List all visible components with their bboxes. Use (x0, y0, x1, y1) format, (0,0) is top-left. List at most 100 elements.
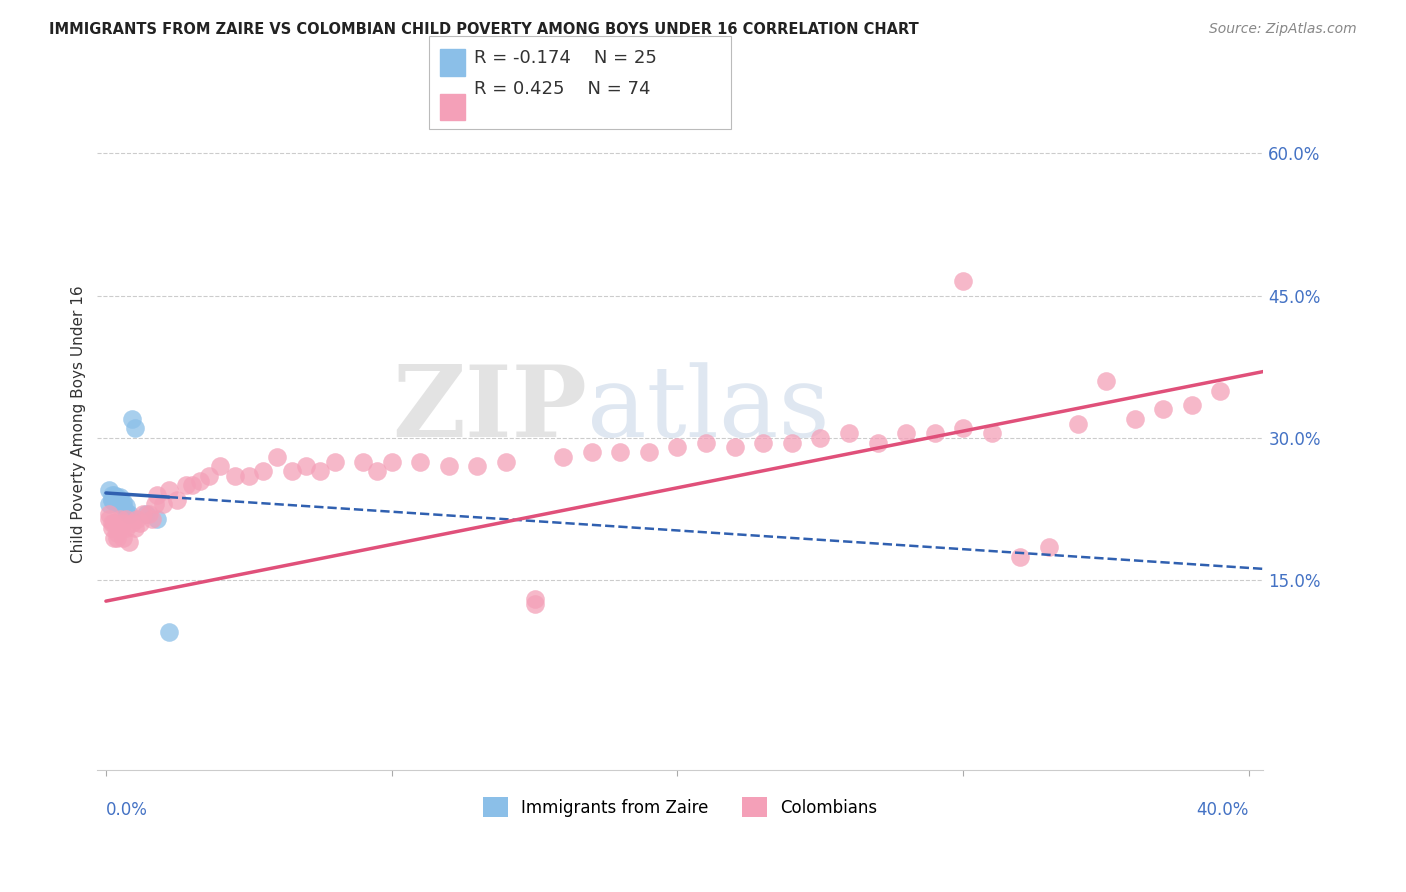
Point (467, 459, 489, 474)
Point (724, 441, 747, 455)
Point (110, 490, 132, 504)
Point (100, 516, 122, 531)
Point (495, 455, 517, 469)
Point (115, 500, 138, 514)
Point (198, 469, 221, 483)
Point (103, 516, 125, 531)
Point (1181, 398, 1204, 412)
Point (523, 597, 546, 611)
Point (924, 426, 946, 441)
Point (666, 441, 689, 455)
Point (97, 483, 120, 497)
Point (952, 274, 974, 288)
Point (118, 535, 141, 549)
Point (121, 412, 143, 426)
Point (523, 592, 546, 607)
Point (146, 511, 169, 525)
Point (638, 445, 661, 459)
Point (141, 511, 163, 525)
Point (174, 478, 197, 492)
Point (112, 500, 135, 514)
Point (157, 483, 180, 497)
Text: 40.0%: 40.0% (1197, 800, 1249, 819)
Point (366, 464, 388, 478)
Point (295, 459, 318, 474)
Point (100, 492, 122, 507)
Point (188, 474, 211, 488)
Point (100, 492, 122, 507)
Point (180, 478, 202, 492)
Point (309, 464, 332, 478)
Point (135, 507, 157, 521)
Point (97, 511, 120, 525)
Point (105, 495, 128, 509)
Point (103, 488, 125, 502)
Point (553, 450, 575, 464)
Point (980, 426, 1002, 441)
Point (238, 469, 260, 483)
Text: R = -0.174    N = 25: R = -0.174 N = 25 (474, 49, 657, 67)
Point (695, 435, 717, 450)
Point (209, 459, 232, 474)
Point (105, 531, 128, 545)
Point (780, 435, 803, 450)
Point (103, 495, 125, 509)
Point (100, 488, 122, 502)
Legend: Immigrants from Zaire, Colombians: Immigrants from Zaire, Colombians (477, 790, 884, 824)
Point (1152, 402, 1174, 417)
Text: ZIP: ZIP (392, 361, 588, 458)
Point (138, 507, 160, 521)
Point (581, 445, 603, 459)
Point (1123, 412, 1146, 426)
Point (609, 445, 631, 459)
Point (409, 455, 432, 469)
Point (1209, 384, 1232, 398)
Point (112, 494, 135, 508)
Point (143, 497, 166, 511)
Point (115, 511, 138, 525)
Point (152, 497, 174, 511)
Point (105, 490, 128, 504)
Point (157, 625, 180, 640)
Point (112, 531, 135, 545)
Point (752, 435, 775, 450)
Point (266, 450, 288, 464)
Point (124, 521, 146, 535)
Point (894, 426, 917, 441)
Y-axis label: Child Poverty Among Boys Under 16: Child Poverty Among Boys Under 16 (72, 285, 86, 563)
Point (105, 492, 128, 507)
Point (146, 488, 169, 502)
Point (115, 505, 138, 519)
Text: R = 0.425    N = 74: R = 0.425 N = 74 (474, 80, 651, 98)
Point (132, 507, 155, 521)
Point (1038, 540, 1060, 554)
Point (124, 421, 146, 435)
Point (100, 521, 122, 535)
Text: IMMIGRANTS FROM ZAIRE VS COLOMBIAN CHILD POVERTY AMONG BOYS UNDER 16 CORRELATION: IMMIGRANTS FROM ZAIRE VS COLOMBIAN CHILD… (49, 22, 920, 37)
Point (129, 516, 152, 531)
Point (103, 490, 125, 504)
Text: Source: ZipAtlas.com: Source: ZipAtlas.com (1209, 22, 1357, 37)
Point (110, 497, 132, 511)
Point (381, 455, 404, 469)
Point (103, 531, 125, 545)
Point (103, 492, 125, 507)
Point (110, 521, 132, 535)
Point (97, 507, 120, 521)
Point (838, 426, 860, 441)
Point (866, 435, 889, 450)
Point (280, 464, 302, 478)
Point (112, 516, 135, 531)
Point (1095, 374, 1118, 388)
Point (127, 511, 149, 525)
Point (323, 455, 346, 469)
Point (352, 455, 374, 469)
Point (437, 459, 460, 474)
Point (166, 492, 188, 507)
Point (121, 516, 143, 531)
Point (110, 492, 132, 507)
Point (952, 421, 974, 435)
Point (105, 525, 128, 540)
Point (1010, 549, 1032, 564)
Point (224, 469, 246, 483)
